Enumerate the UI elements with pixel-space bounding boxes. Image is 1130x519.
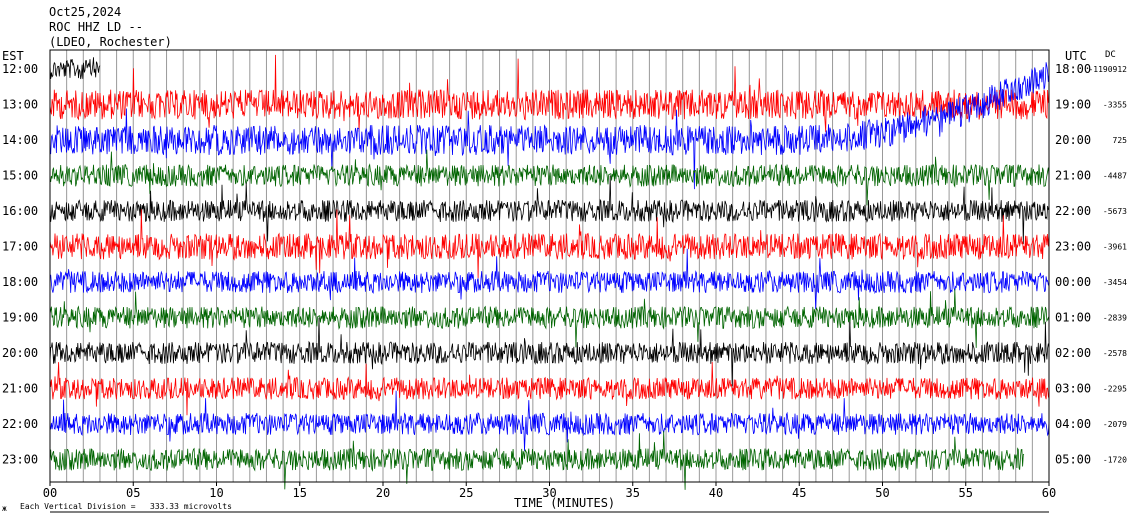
est-label: 18:00: [2, 275, 38, 289]
dc-value: 725: [1113, 136, 1128, 145]
header-network: (LDEO, Rochester): [49, 35, 172, 49]
utc-label: 04:00: [1055, 417, 1091, 431]
trace-row-4: [49, 149, 1050, 206]
est-label: 22:00: [2, 417, 38, 431]
dc-offset-labels: -1190912 -3355 725 -4487 -5673 -3961 -3454 -283…: [1088, 65, 1127, 465]
est-label: 13:00: [2, 98, 38, 112]
trace-row-1: [49, 57, 101, 80]
x-tick-label: 00: [43, 486, 57, 500]
right-timezone-label: UTC: [1065, 49, 1087, 63]
header-date: Oct25,2024: [49, 5, 122, 19]
est-label: 12:00: [2, 62, 38, 76]
trace-row-9: [49, 317, 1050, 387]
utc-label: 20:00: [1055, 133, 1091, 147]
dc-value: -2839: [1103, 314, 1127, 323]
x-tick-label: 35: [626, 486, 640, 500]
x-axis-label: TIME (MINUTES): [514, 496, 616, 510]
trace-row-12: [49, 431, 1025, 490]
trace-row-7: [49, 248, 1050, 310]
x-tick-label: 25: [459, 486, 473, 500]
left-timezone-label: EST: [2, 49, 24, 63]
dc-value: -4487: [1103, 172, 1127, 181]
header-station: ROC HHZ LD --: [49, 20, 143, 34]
x-tick-labels: 00 05 10 15 20 25 30 35 40 45 50 55 60: [43, 482, 1056, 500]
est-label: 17:00: [2, 240, 38, 254]
utc-label: 00:00: [1055, 275, 1091, 289]
utc-label: 18:00: [1055, 62, 1091, 76]
utc-label: 22:00: [1055, 204, 1091, 218]
est-label: 21:00: [2, 382, 38, 396]
est-label: 20:00: [2, 346, 38, 360]
trace-row-5: [49, 175, 1049, 245]
x-tick-label: 55: [959, 486, 973, 500]
utc-label: 19:00: [1055, 98, 1091, 112]
dc-value: -2079: [1103, 420, 1127, 429]
trace-row-10: [49, 361, 1050, 416]
dc-value: -3961: [1103, 243, 1127, 252]
x-tick-label: 05: [126, 486, 140, 500]
x-tick-label: 30: [542, 486, 556, 500]
dc-value: -3355: [1103, 101, 1127, 110]
x-tick-label: 40: [709, 486, 723, 500]
trace-row-6: [49, 209, 1050, 279]
trace-row-11: [49, 390, 1050, 452]
x-tick-label: 50: [875, 486, 889, 500]
x-tick-label: 15: [293, 486, 307, 500]
dc-value: -2295: [1103, 385, 1127, 394]
dc-column-label: DC: [1105, 50, 1116, 60]
utc-label: 05:00: [1055, 453, 1091, 467]
x-tick-label: 45: [792, 486, 806, 500]
x-tick-label: 60: [1042, 486, 1056, 500]
utc-label: 01:00: [1055, 311, 1091, 325]
dc-value: -3454: [1103, 278, 1127, 287]
dc-value: -2578: [1103, 349, 1127, 358]
est-label: 15:00: [2, 169, 38, 183]
trace-row-8: [49, 289, 1050, 348]
corner-mark: ж: [2, 504, 7, 513]
seismic-traces: [49, 54, 1050, 490]
utc-hour-labels: 18:00 19:00 20:00 21:00 22:00 23:00 00:00 01:00…: [1055, 62, 1091, 467]
est-label: 19:00: [2, 311, 38, 325]
est-label: 23:00: [2, 453, 38, 467]
est-label: 14:00: [2, 133, 38, 147]
dc-value: -1720: [1103, 456, 1127, 465]
dc-value: -1190912: [1088, 65, 1127, 74]
x-tick-label: 20: [376, 486, 390, 500]
dc-value: -5673: [1103, 207, 1127, 216]
utc-label: 23:00: [1055, 240, 1091, 254]
utc-label: 21:00: [1055, 169, 1091, 183]
utc-label: 02:00: [1055, 346, 1091, 360]
utc-label: 03:00: [1055, 382, 1091, 396]
scale-note: Each Vertical Division = 333.33 microvol…: [20, 502, 232, 511]
est-label: 16:00: [2, 204, 38, 218]
x-tick-label: 10: [209, 486, 223, 500]
trace-row-3: [49, 62, 1050, 190]
est-hour-labels: 12:00 13:00 14:00 15:00 16:00 17:00 18:00 19:00…: [2, 62, 38, 467]
trace-row-2: [49, 54, 1050, 133]
minute-gridlines: [66, 50, 1033, 482]
